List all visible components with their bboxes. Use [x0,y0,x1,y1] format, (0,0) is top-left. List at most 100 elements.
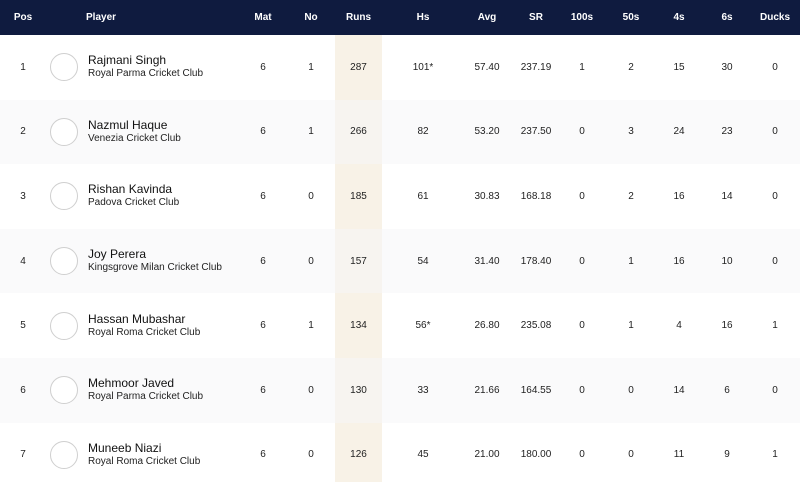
runs-cell: 185 [350,190,367,202]
mat-cell: 6 [260,449,266,461]
avg-cell: 26.80 [474,320,500,332]
header-ducks[interactable]: Ducks [759,12,790,23]
player-cell: Joy Perera Kingsgrove Milan Cricket Club [50,229,255,294]
hs-cell: 82 [417,126,429,138]
header-4s[interactable]: 4s [673,12,685,23]
mat-cell: 6 [260,255,266,267]
player-name[interactable]: Mehmoor Javed [88,376,175,391]
runs-cell: 126 [350,449,367,461]
ducks-cell: 1 [772,320,778,332]
hs-cell: 61 [417,190,429,202]
header-pos[interactable]: Pos [13,12,33,23]
mat-cell: 6 [260,320,266,332]
sr-cell: 168.18 [520,190,552,202]
header-6s[interactable]: 6s [721,12,733,23]
sixes-cell: 30 [721,61,733,73]
avatar [50,311,78,340]
player-club: Kingsgrove Milan Cricket Club [88,262,222,274]
table-row[interactable]: 5 Hassan Mubashar Royal Roma Cricket Clu… [0,293,800,358]
mat-cell: 6 [260,384,266,396]
player-name[interactable]: Rajmani Singh [88,53,167,68]
sr-cell: 237.50 [520,126,552,138]
fours-cell: 14 [673,384,685,396]
ducks-cell: 0 [772,255,778,267]
sixes-cell: 23 [721,126,733,138]
header-mat[interactable]: Mat [254,12,272,23]
player-name[interactable]: Rishan Kavinda [88,182,173,197]
hundreds-cell: 0 [579,384,585,396]
hundreds-cell: 1 [579,61,585,73]
avatar [50,182,78,211]
pos-cell: 5 [20,320,26,332]
sr-cell: 180.00 [520,449,552,461]
header-runs[interactable]: Runs [346,12,371,23]
player-cell: Hassan Mubashar Royal Roma Cricket Club [50,293,255,358]
player-name[interactable]: Hassan Mubashar [88,311,186,326]
fifties-cell: 2 [628,61,634,73]
mat-cell: 6 [260,190,266,202]
pos-cell: 3 [20,190,26,202]
table-row[interactable]: 3 Rishan Kavinda Padova Cricket Club 6 0… [0,164,800,229]
player-club: Padova Cricket Club [88,197,180,209]
player-name[interactable]: Joy Perera [88,247,147,262]
no-cell: 0 [308,384,314,396]
header-sr[interactable]: SR [529,12,543,23]
table-row[interactable]: 6 Mehmoor Javed Royal Parma Cricket Club… [0,357,800,423]
header-no[interactable]: No [304,12,318,23]
player-name[interactable]: Nazmul Haque [88,117,168,132]
avatar [50,117,78,146]
player-club: Royal Roma Cricket Club [88,455,201,467]
avg-cell: 31.40 [474,255,500,267]
sixes-cell: 9 [724,449,730,461]
no-cell: 1 [308,126,314,138]
no-cell: 0 [308,190,314,202]
ducks-cell: 1 [772,449,778,461]
hs-cell: 45 [417,449,429,461]
fours-cell: 4 [676,320,682,332]
player-cell: Nazmul Haque Venezia Cricket Club [50,100,255,165]
header-50s[interactable]: 50s [622,12,640,23]
header-100s[interactable]: 100s [570,12,594,23]
pos-cell: 7 [20,449,26,461]
header-avg[interactable]: Avg [477,12,497,23]
mat-cell: 6 [260,126,266,138]
player-club: Royal Parma Cricket Club [88,68,204,80]
player-name[interactable]: Muneeb Niazi [88,440,162,455]
avatar [50,247,78,276]
player-cell: Muneeb Niazi Royal Roma Cricket Club [50,423,255,487]
hundreds-cell: 0 [579,255,585,267]
sixes-cell: 6 [724,384,730,396]
sr-cell: 237.19 [520,61,552,73]
sr-cell: 235.08 [520,320,552,332]
table-row[interactable]: 1 Rajmani Singh Royal Parma Cricket Club… [0,35,800,100]
hundreds-cell: 0 [579,190,585,202]
sixes-cell: 14 [721,190,733,202]
table-row[interactable]: 4 Joy Perera Kingsgrove Milan Cricket Cl… [0,228,800,294]
hundreds-cell: 0 [579,449,585,461]
avg-cell: 21.66 [474,384,500,396]
header-player[interactable]: Player [86,12,117,23]
fours-cell: 16 [673,190,685,202]
hs-cell: 101* [412,61,434,73]
avatar [50,440,78,469]
avg-cell: 30.83 [474,190,500,202]
no-cell: 1 [308,61,314,73]
table-row[interactable]: 7 Muneeb Niazi Royal Roma Cricket Club 6… [0,423,800,487]
fours-cell: 11 [673,449,685,461]
player-cell: Mehmoor Javed Royal Parma Cricket Club [50,358,255,423]
ducks-cell: 0 [772,190,778,202]
fifties-cell: 1 [628,320,634,332]
fours-cell: 24 [673,126,685,138]
table-row[interactable]: 2 Nazmul Haque Venezia Cricket Club 6 1 … [0,99,800,165]
fifties-cell: 0 [628,449,634,461]
hs-cell: 56* [415,320,431,332]
runs-cell: 130 [350,384,367,396]
no-cell: 0 [308,255,314,267]
sr-cell: 164.55 [520,384,552,396]
header-hs[interactable]: Hs [416,12,430,23]
pos-cell: 4 [20,255,26,267]
ducks-cell: 0 [772,126,778,138]
pos-cell: 6 [20,384,26,396]
player-club: Royal Parma Cricket Club [88,391,204,403]
fifties-cell: 2 [628,190,634,202]
